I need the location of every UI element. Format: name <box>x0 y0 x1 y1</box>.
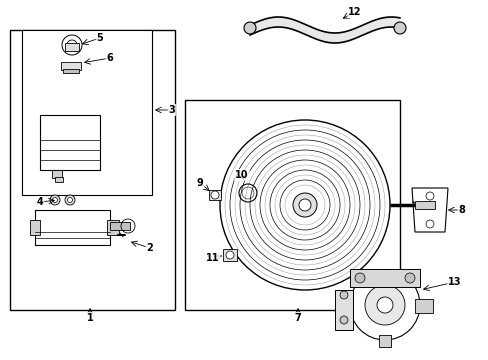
Bar <box>110 222 130 230</box>
Circle shape <box>244 22 256 34</box>
Text: 7: 7 <box>294 313 301 323</box>
Circle shape <box>67 40 77 50</box>
Circle shape <box>52 198 58 202</box>
Bar <box>65 43 79 51</box>
Circle shape <box>62 35 82 55</box>
Bar <box>30 220 40 235</box>
Bar <box>107 220 119 235</box>
Text: 10: 10 <box>235 170 248 180</box>
Circle shape <box>339 316 347 324</box>
Text: 3: 3 <box>168 105 175 115</box>
Bar <box>22 30 152 195</box>
Bar <box>223 249 237 261</box>
Circle shape <box>67 198 72 202</box>
Bar <box>184 100 399 310</box>
Bar <box>40 115 100 170</box>
Bar <box>414 299 432 313</box>
Text: 9: 9 <box>196 178 203 188</box>
Circle shape <box>393 22 405 34</box>
Circle shape <box>292 193 316 217</box>
Text: 6: 6 <box>106 53 113 63</box>
Circle shape <box>298 199 310 211</box>
Bar <box>378 335 390 347</box>
Circle shape <box>349 270 419 340</box>
Circle shape <box>376 297 392 313</box>
Polygon shape <box>249 17 399 43</box>
Circle shape <box>339 291 347 299</box>
Circle shape <box>354 273 364 283</box>
Bar <box>63 69 79 73</box>
Circle shape <box>65 195 75 205</box>
Circle shape <box>364 285 404 325</box>
Text: 8: 8 <box>458 205 465 215</box>
Bar <box>55 177 63 182</box>
Bar <box>10 30 175 310</box>
Circle shape <box>220 120 389 290</box>
Bar <box>61 62 81 70</box>
Text: 13: 13 <box>447 277 461 287</box>
Bar <box>349 269 419 287</box>
Polygon shape <box>411 188 447 232</box>
Circle shape <box>50 195 60 205</box>
Text: 12: 12 <box>347 7 361 17</box>
Text: 4: 4 <box>37 197 43 207</box>
Text: 5: 5 <box>97 33 103 43</box>
Bar <box>35 210 110 245</box>
Circle shape <box>404 273 414 283</box>
Bar <box>52 170 62 178</box>
Bar <box>208 190 221 200</box>
Text: 1: 1 <box>86 313 93 323</box>
Circle shape <box>225 251 234 259</box>
Circle shape <box>210 191 219 199</box>
Bar <box>334 290 352 330</box>
Text: 11: 11 <box>206 253 219 263</box>
Bar <box>414 201 434 209</box>
Text: 2: 2 <box>146 243 153 253</box>
